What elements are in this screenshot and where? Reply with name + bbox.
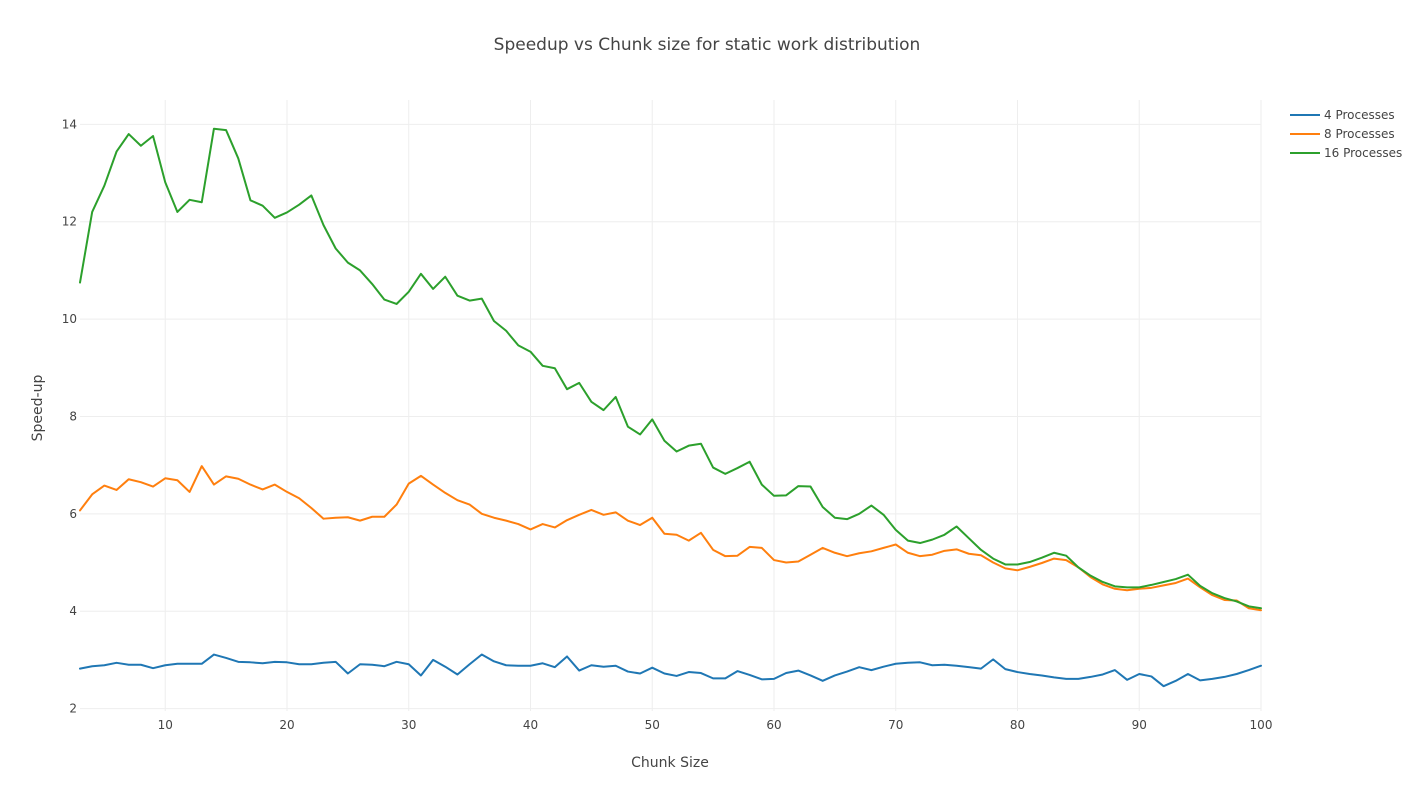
legend-label: 16 Processes (1324, 146, 1402, 160)
x-tick-label: 100 (1250, 718, 1273, 732)
x-tick-label: 30 (401, 718, 416, 732)
y-tick-label: 12 (62, 215, 77, 229)
x-tick-label: 40 (523, 718, 538, 732)
series-line-1[interactable] (79, 653, 1262, 688)
x-tick-label: 60 (766, 718, 781, 732)
legend-item[interactable]: 8 Processes (1290, 127, 1395, 141)
x-axis-label: Chunk Size (631, 755, 709, 771)
x-tick-label: 20 (279, 718, 294, 732)
x-tick-label: 70 (888, 718, 903, 732)
legend[interactable]: 4 Processes 8 Processes 16 Processes (1290, 108, 1402, 160)
legend-label: 8 Processes (1324, 127, 1395, 141)
y-tick-label: 14 (62, 117, 77, 131)
legend-item[interactable]: 16 Processes (1290, 146, 1402, 160)
series-line-2[interactable] (79, 465, 1262, 612)
x-tick-label: 10 (158, 718, 173, 732)
y-tick-label: 2 (69, 702, 77, 716)
series-lines (79, 127, 1262, 688)
y-axis-label: Speed-up (30, 375, 46, 442)
y-axis-ticks: 2 4 6 8 10 12 14 (62, 117, 77, 715)
y-tick-label: 4 (69, 604, 77, 618)
legend-item[interactable]: 4 Processes (1290, 108, 1395, 122)
x-axis-ticks: 10 20 30 40 50 60 70 80 90 100 (158, 718, 1273, 732)
y-tick-label: 6 (69, 507, 77, 521)
y-tick-label: 10 (62, 312, 77, 326)
series-line-3[interactable] (79, 127, 1262, 610)
x-tick-label: 50 (645, 718, 660, 732)
x-tick-label: 90 (1132, 718, 1147, 732)
y-tick-label: 8 (69, 409, 77, 423)
gridlines (80, 100, 1262, 711)
x-tick-label: 80 (1010, 718, 1025, 732)
legend-label: 4 Processes (1324, 108, 1395, 122)
chart-title: Speedup vs Chunk size for static work di… (494, 35, 921, 55)
